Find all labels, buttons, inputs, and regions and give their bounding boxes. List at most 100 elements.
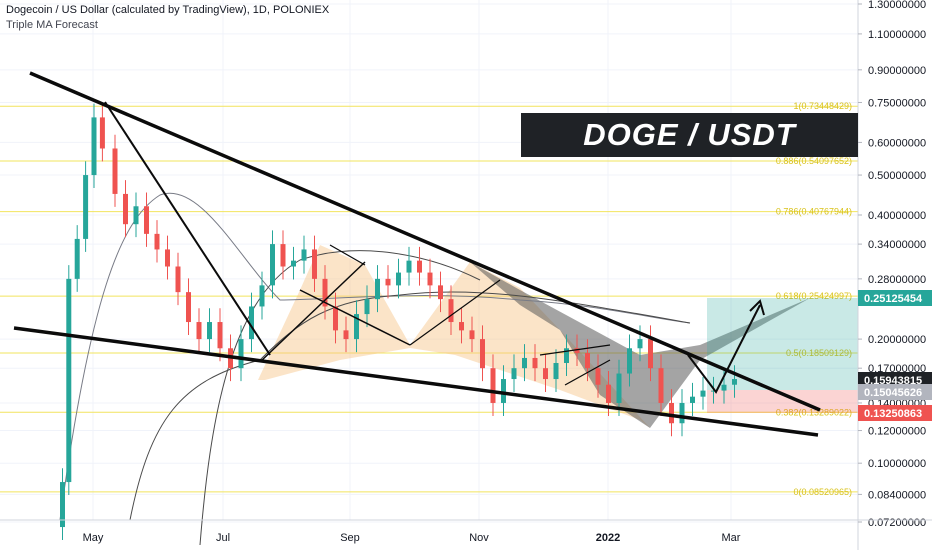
candle-body bbox=[385, 278, 391, 286]
candle-body bbox=[312, 249, 317, 279]
stop-zone bbox=[707, 390, 858, 413]
candle-body bbox=[669, 402, 674, 424]
candle-body bbox=[91, 117, 97, 176]
price-tick-label: 0.10000000 bbox=[868, 458, 926, 470]
ma-slow bbox=[199, 250, 481, 546]
candle-body bbox=[501, 379, 506, 403]
candle-body bbox=[585, 353, 590, 369]
fib-label: 0.786(0.40767944) bbox=[776, 207, 852, 217]
candle-body bbox=[700, 390, 706, 397]
symbol-banner: DOGE / USDT bbox=[521, 113, 858, 157]
price-tick-label: 0.50000000 bbox=[868, 170, 926, 182]
candle-body bbox=[301, 249, 307, 261]
time-tick-label: Sep bbox=[340, 532, 360, 544]
price-axis[interactable]: 1.30000000 1.10000000 0.90000000 0.75000000… bbox=[857, 0, 932, 550]
pattern-line bbox=[564, 359, 611, 386]
candle-body bbox=[564, 348, 569, 364]
price-badge bbox=[858, 290, 932, 306]
pattern-line bbox=[259, 261, 366, 363]
candle-body bbox=[74, 238, 80, 279]
price-tick-label: 0.34000000 bbox=[868, 239, 926, 251]
candle-body bbox=[354, 314, 359, 340]
candle-body bbox=[543, 368, 548, 380]
candle-body bbox=[732, 379, 737, 385]
candle-body bbox=[66, 278, 72, 483]
candle-body bbox=[375, 278, 380, 300]
candle-body bbox=[249, 306, 254, 340]
candle-body bbox=[679, 402, 685, 424]
candle-body bbox=[616, 373, 622, 403]
price-tick-label: 0.08400000 bbox=[868, 489, 926, 501]
price-tick-label: 0.40000000 bbox=[868, 210, 926, 222]
candle-body bbox=[144, 206, 149, 234]
fib-label: 0(0.08520965) bbox=[793, 487, 852, 497]
price-tick-label: 0.75000000 bbox=[868, 97, 926, 109]
time-tick-label: 2022 bbox=[596, 532, 620, 544]
candle-body bbox=[574, 348, 580, 354]
candle-body bbox=[333, 306, 338, 331]
candle-body bbox=[99, 117, 105, 149]
price-badge-label: 0.15045626 bbox=[864, 387, 922, 399]
candle-body bbox=[343, 330, 349, 340]
candle-body bbox=[606, 384, 611, 403]
ma-mid bbox=[129, 291, 691, 521]
candle-body bbox=[175, 266, 181, 293]
time-tick-label: Nov bbox=[469, 532, 489, 544]
projection-path bbox=[687, 304, 761, 394]
fib-label: 0.618(0.25424997) bbox=[776, 291, 852, 301]
chart-grid bbox=[0, 0, 858, 523]
candle-body bbox=[186, 292, 191, 323]
price-tick-label: 1.10000000 bbox=[868, 29, 926, 41]
candle-body bbox=[280, 244, 286, 267]
time-tick-label: Jul bbox=[216, 532, 230, 544]
price-tick-label: 0.28000000 bbox=[868, 274, 926, 286]
candle-body bbox=[196, 322, 202, 340]
support-trendline bbox=[13, 326, 819, 437]
target-zone bbox=[707, 298, 858, 390]
indicator-label: Triple MA Forecast bbox=[6, 19, 98, 31]
price-tick-label: 0.60000000 bbox=[868, 137, 926, 149]
candle-body bbox=[123, 193, 128, 225]
candle-body bbox=[112, 148, 118, 194]
price-tick-label: 0.07200000 bbox=[868, 517, 926, 529]
candle-body bbox=[259, 285, 265, 307]
price-tick-label: 1.30000000 bbox=[868, 0, 926, 11]
candle-body bbox=[448, 299, 454, 323]
pattern-grey bbox=[470, 262, 810, 428]
time-tick-label: May bbox=[83, 532, 104, 544]
candle-body bbox=[406, 260, 412, 273]
pattern-line bbox=[329, 244, 366, 266]
price-badge-label: 0.25125454 bbox=[864, 293, 923, 305]
candle-body bbox=[690, 396, 695, 403]
candle-body bbox=[480, 339, 485, 369]
projection-arrowhead bbox=[749, 299, 765, 316]
price-tick-label: 0.20000000 bbox=[868, 334, 926, 346]
fib-label: 1(0.73448429) bbox=[793, 101, 852, 111]
candle-body bbox=[364, 299, 370, 315]
candle-body bbox=[165, 249, 170, 267]
leg-trendline bbox=[104, 101, 271, 356]
pattern-line bbox=[539, 344, 611, 356]
candle-body bbox=[648, 339, 653, 369]
candle-body bbox=[721, 384, 727, 391]
pattern-line bbox=[299, 289, 411, 346]
candle-body bbox=[627, 348, 632, 374]
candle-body bbox=[270, 244, 275, 286]
candles bbox=[60, 103, 737, 541]
candle-body bbox=[238, 339, 244, 369]
candle-body bbox=[291, 260, 296, 267]
time-axis[interactable]: May Jul Sep Nov 2022 Mar bbox=[0, 519, 932, 544]
candle-body bbox=[459, 322, 464, 331]
candle-body bbox=[154, 233, 160, 250]
candle-body bbox=[595, 368, 601, 385]
candle-body bbox=[396, 272, 401, 286]
candle-body bbox=[207, 322, 212, 340]
price-tick-label: 0.12000000 bbox=[868, 426, 926, 438]
candle-body bbox=[553, 363, 559, 380]
candle-body bbox=[490, 368, 496, 403]
candle-body bbox=[133, 206, 139, 225]
fib-label: 0.382(0.13289022) bbox=[776, 407, 852, 417]
candle-body bbox=[532, 357, 538, 369]
fib-label: 0.5(0.18509129) bbox=[786, 348, 852, 358]
